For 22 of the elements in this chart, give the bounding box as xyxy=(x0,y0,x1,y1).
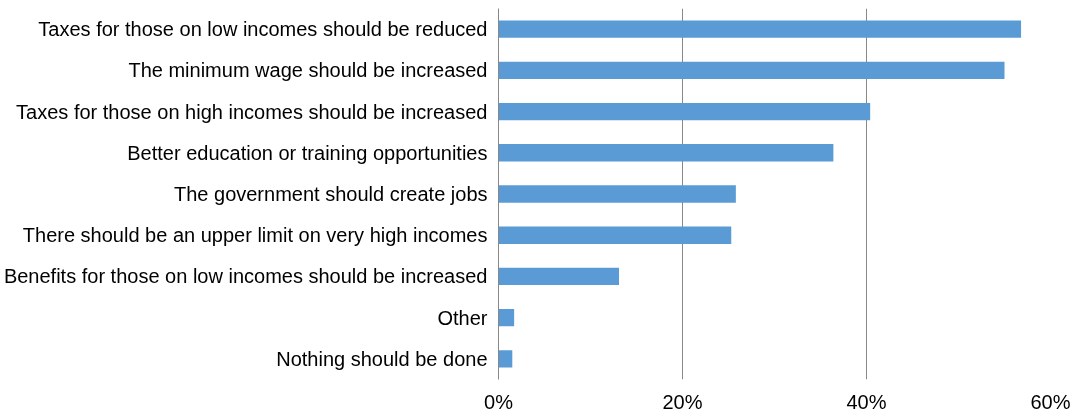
x-tick-label: 40% xyxy=(846,390,887,413)
y-tick-label: The minimum wage should be increased xyxy=(128,59,488,82)
y-tick-label: Other xyxy=(437,306,488,329)
bar xyxy=(498,309,515,327)
y-tick-label: The government should create jobs xyxy=(173,183,488,205)
bar xyxy=(498,267,620,286)
x-tick-label: 60% xyxy=(1030,390,1071,413)
bar xyxy=(498,144,834,162)
x-tick-label: 0% xyxy=(484,390,514,413)
bar xyxy=(498,102,871,121)
y-tick-label: There should be an upper limit on very high incomes xyxy=(22,224,488,247)
y-tick-label: Nothing should be done xyxy=(276,347,488,370)
bar xyxy=(498,226,732,244)
y-tick-label: Taxes for those on high incomes should be increased xyxy=(16,100,488,123)
y-tick-label: Better education or training opportunities xyxy=(127,141,488,164)
y-tick-label: Taxes for those on low incomes should be reduced xyxy=(38,18,488,41)
bar xyxy=(498,185,736,203)
bar xyxy=(498,20,1022,38)
y-tick-label: Benefits for those on low incomes should be increased xyxy=(3,265,488,288)
bar xyxy=(498,61,1005,79)
x-tick-label: 20% xyxy=(662,390,703,413)
bar xyxy=(498,350,513,368)
